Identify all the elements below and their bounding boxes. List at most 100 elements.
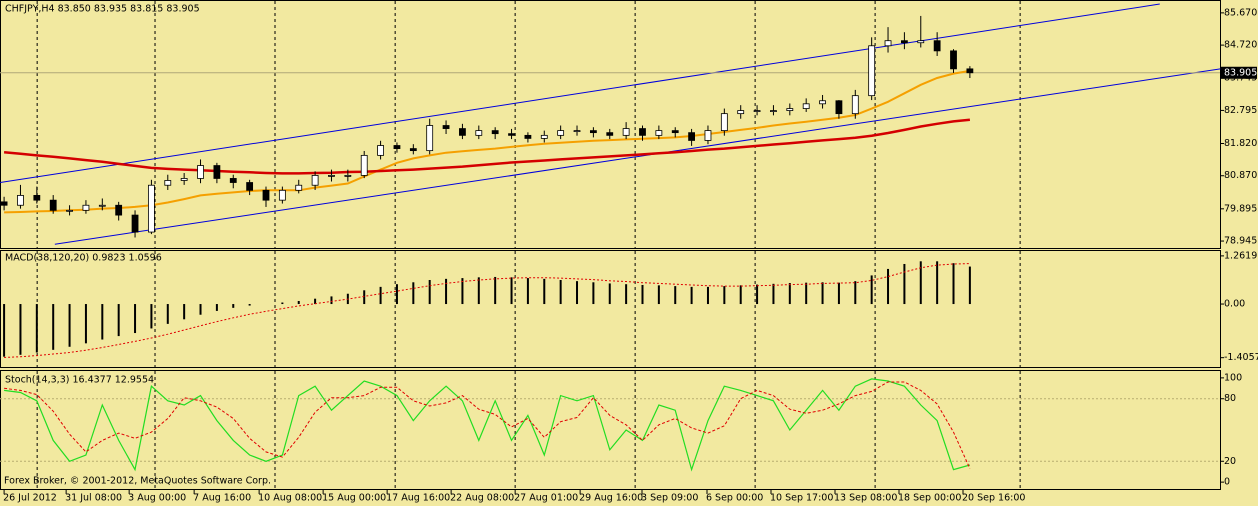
candle-body bbox=[770, 110, 777, 112]
macd-bar bbox=[3, 304, 6, 357]
macd-panel bbox=[0, 250, 1221, 368]
candle-body bbox=[295, 184, 303, 191]
macd-bar bbox=[706, 286, 709, 305]
y-tick-label: 78.945 bbox=[1224, 236, 1257, 247]
candle-body bbox=[66, 209, 73, 212]
candle-body bbox=[491, 130, 499, 135]
x-tick-label: 6 Sep 00:00 bbox=[706, 493, 763, 504]
macd-bar bbox=[199, 304, 202, 315]
macd-bar bbox=[183, 304, 186, 320]
macd-bar bbox=[543, 278, 546, 305]
macd-bar bbox=[445, 278, 448, 305]
x-tick-label: 10 Aug 08:00 bbox=[258, 493, 322, 504]
candle-body bbox=[164, 180, 172, 186]
candle-body bbox=[573, 130, 581, 133]
macd-bar bbox=[674, 286, 677, 305]
macd-bar bbox=[232, 304, 235, 308]
candle-body bbox=[589, 130, 597, 134]
macd-bar bbox=[510, 277, 513, 305]
candle-body bbox=[98, 204, 106, 207]
stoch-title: Stoch(14,3,3) 16.4377 12.9554 bbox=[5, 375, 154, 386]
macd-bar bbox=[297, 300, 300, 305]
macd-bar bbox=[952, 263, 955, 305]
macd-bar bbox=[68, 304, 71, 347]
y-tick-label: 84.720 bbox=[1224, 40, 1257, 51]
macd-bar bbox=[576, 281, 579, 305]
macd-bar bbox=[903, 263, 906, 305]
x-tick-label: 31 Jul 08:00 bbox=[65, 493, 122, 504]
y-tick-label: 1.2619 bbox=[1224, 250, 1257, 261]
macd-bar bbox=[117, 304, 120, 337]
macd-bar bbox=[379, 286, 382, 305]
macd-bar bbox=[248, 304, 251, 306]
macd-bar bbox=[494, 276, 497, 305]
chart-title: CHFJPY,H4 83.850 83.935 83.815 83.905 bbox=[5, 4, 200, 15]
macd-bar bbox=[330, 296, 333, 305]
main-panel bbox=[0, 0, 1221, 249]
macd-bar bbox=[35, 304, 38, 353]
macd-bar bbox=[805, 282, 808, 305]
macd-bar bbox=[19, 304, 22, 355]
candle-body bbox=[737, 110, 745, 115]
x-tick-label: 29 Aug 16:00 bbox=[579, 493, 643, 504]
macd-bar bbox=[428, 280, 431, 305]
macd-bar bbox=[919, 261, 922, 305]
candle-body bbox=[639, 128, 646, 136]
macd-bar bbox=[412, 282, 415, 305]
candle-body bbox=[688, 132, 696, 141]
candle-body bbox=[704, 130, 712, 141]
candle-body bbox=[148, 184, 155, 233]
x-tick-label: 17 Aug 16:00 bbox=[386, 493, 450, 504]
x-tick-label: 18 Sep 00:00 bbox=[898, 493, 961, 504]
candle-body bbox=[655, 130, 663, 136]
macd-bar bbox=[281, 302, 284, 305]
candle-body bbox=[360, 154, 368, 176]
macd-bar bbox=[887, 268, 890, 305]
candle-body bbox=[753, 110, 761, 112]
candle-body bbox=[524, 134, 532, 139]
macd-bar bbox=[756, 284, 759, 305]
stoch-panel bbox=[0, 370, 1221, 490]
macd-bar bbox=[657, 285, 660, 305]
macd-bar bbox=[936, 261, 939, 305]
candle-body bbox=[950, 50, 957, 70]
candle-body bbox=[33, 195, 41, 201]
candle-body bbox=[622, 128, 630, 136]
y-tick-label: 81.820 bbox=[1224, 138, 1257, 149]
macd-bar bbox=[854, 281, 857, 305]
candle-body bbox=[17, 195, 24, 206]
candle-body bbox=[933, 40, 941, 52]
candle-body bbox=[344, 174, 352, 177]
x-tick-label: 3 Aug 00:00 bbox=[128, 493, 186, 504]
candle-body bbox=[819, 100, 826, 105]
macd-bar bbox=[870, 275, 873, 305]
macd-signal bbox=[4, 263, 970, 358]
x-tick-label: 20 Sep 16:00 bbox=[962, 493, 1025, 504]
macd-bar bbox=[723, 286, 726, 305]
candle-body bbox=[851, 95, 859, 115]
candle-body bbox=[180, 178, 188, 181]
y-tick-label: 80 bbox=[1224, 393, 1236, 404]
channel-line bbox=[0, 3, 1160, 184]
macd-bar bbox=[363, 290, 366, 305]
candle-body bbox=[197, 165, 204, 179]
macd-bar bbox=[461, 278, 464, 305]
candle-body bbox=[540, 134, 548, 139]
macd-bar bbox=[477, 277, 480, 305]
y-tick-label: -1.4057 bbox=[1224, 352, 1258, 363]
macd-bar bbox=[314, 298, 317, 305]
macd-bar bbox=[526, 278, 529, 305]
moving-average bbox=[4, 69, 971, 214]
candle-body bbox=[901, 40, 908, 44]
x-tick-label: 10 Sep 17:00 bbox=[770, 493, 833, 504]
candle-body bbox=[393, 145, 401, 149]
macd-bar bbox=[772, 283, 775, 305]
candle-body bbox=[508, 133, 515, 136]
stoch-main bbox=[4, 378, 971, 472]
macd-bar bbox=[166, 304, 169, 324]
y-tick-label: 79.895 bbox=[1224, 203, 1257, 214]
candle-body bbox=[966, 68, 974, 74]
